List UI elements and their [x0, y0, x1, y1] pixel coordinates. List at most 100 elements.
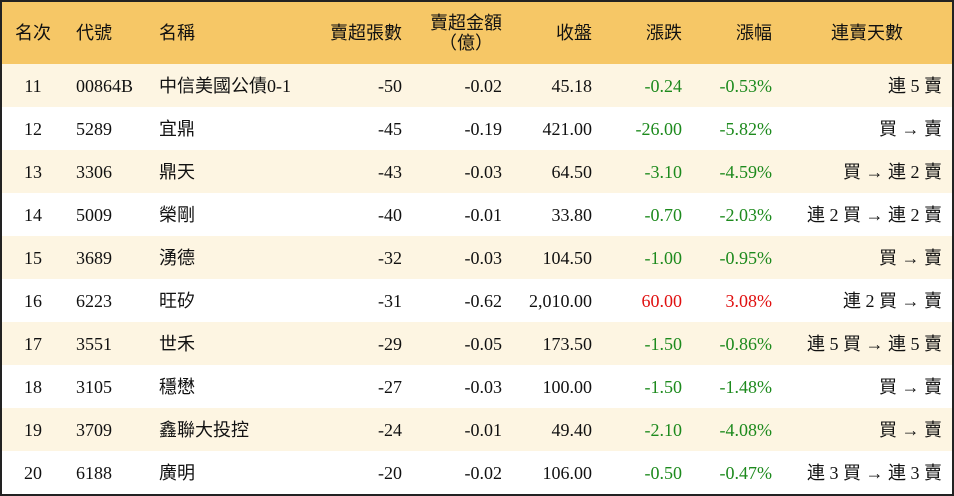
table-cell: 3551: [76, 333, 112, 354]
table-cell: -0.19: [464, 118, 503, 139]
table-row: 16 6223 旺矽 -31 -0.62 2,010.00 60.00 3.08% 連 2 買 …: [2, 279, 952, 322]
table-cell: 106.00: [542, 462, 593, 483]
table-cell: 宜鼎: [159, 118, 195, 139]
table-cell: -40: [378, 204, 402, 225]
table-cell: 00864B: [76, 75, 134, 96]
table-cell: 100.00: [542, 376, 593, 397]
table-cell: -1.48%: [719, 376, 773, 397]
table-cell: 104.50: [542, 247, 593, 268]
table-cell: -1.50: [644, 333, 683, 354]
header-row: 名次 代號 名稱 賣超張數 賣超金額 （億） 收盤 漲跌 漲幅 連賣天數: [2, 2, 952, 64]
table-cell: 19: [24, 419, 42, 440]
table-cell: 3709: [76, 419, 112, 440]
table-cell: -27: [378, 376, 402, 397]
table-cell: 3306: [76, 161, 112, 182]
table-cell: 33.80: [551, 204, 593, 225]
table-cell: -0.50: [644, 462, 683, 483]
table-cell: 買 → 賣: [879, 118, 942, 139]
header-cell: 漲跌: [646, 23, 682, 43]
table-row: 20 6188 廣明 -20 -0.02 106.00 -0.50 -0.47% 連 3 買 →…: [2, 451, 952, 494]
table-cell: 45.18: [551, 75, 593, 96]
table-cell: 5009: [76, 204, 112, 225]
table-cell: 連 5 賣: [888, 75, 942, 96]
table-cell: -32: [378, 247, 402, 268]
header-cell: 賣超金額 （億）: [430, 13, 502, 53]
table-cell: -0.03: [464, 376, 503, 397]
table-cell: 11: [24, 75, 42, 96]
table-cell: -1.00: [644, 247, 683, 268]
table-cell: -0.70: [644, 204, 683, 225]
table-row: 12 5289 宜鼎 -45 -0.19 421.00 -26.00 -5.82% 買 → 賣: [2, 107, 952, 150]
table-cell: -1.50: [644, 376, 683, 397]
table-cell: 6223: [76, 290, 112, 311]
table-cell: -0.01: [464, 204, 503, 225]
table-cell: -0.47%: [719, 462, 773, 483]
table-row: 11 00864B 中信美國公債0-1 -50 -0.02 45.18 -0.24 -0.53…: [2, 64, 952, 107]
table-cell: 14: [24, 204, 42, 225]
table-cell: -2.03%: [719, 204, 773, 225]
table-cell: 買 → 賣: [879, 247, 942, 268]
table-cell: 世禾: [159, 333, 195, 354]
table-cell: -0.03: [464, 247, 503, 268]
table-cell: 穩懋: [159, 376, 195, 397]
table-row: 19 3709 鑫聯大投控 -24 -0.01 49.40 -2.10 -4.08% 買 → 賣: [2, 408, 952, 451]
table-cell: 連 5 買 → 連 5 賣: [807, 333, 942, 354]
table-cell: 買 → 賣: [879, 419, 942, 440]
table-cell: 3.08%: [725, 290, 773, 311]
header-cell: 代號: [76, 23, 112, 43]
table-row: 15 3689 湧德 -32 -0.03 104.50 -1.00 -0.95% 買 → 賣: [2, 236, 952, 279]
table-cell: -31: [378, 290, 402, 311]
table-cell: 17: [24, 333, 42, 354]
table-cell: -50: [378, 75, 402, 96]
table-cell: -0.02: [464, 462, 503, 483]
table-cell: 榮剛: [159, 204, 195, 225]
table-cell: 旺矽: [159, 290, 195, 311]
table-cell: -24: [378, 419, 402, 440]
table-row: 14 5009 榮剛 -40 -0.01 33.80 -0.70 -2.03% 連 2 買 → …: [2, 193, 952, 236]
header-cell: 賣超張數: [330, 23, 402, 43]
table-cell: -4.59%: [719, 161, 773, 182]
table-row: 13 3306 鼎天 -43 -0.03 64.50 -3.10 -4.59% 買 → 連 2 …: [2, 150, 952, 193]
table-cell: -0.05: [464, 333, 503, 354]
table-cell: 64.50: [551, 161, 593, 182]
header-cell: 連賣天數: [831, 23, 903, 43]
table-cell: -0.53%: [719, 75, 773, 96]
table-cell: -0.62: [464, 290, 503, 311]
table-cell: 2,010.00: [529, 290, 592, 311]
table-cell: -0.02: [464, 75, 503, 96]
header-cell: 名稱: [159, 23, 195, 43]
table-cell: -0.86%: [719, 333, 773, 354]
header-cell: 收盤: [556, 23, 592, 43]
table-cell: 60.00: [641, 290, 683, 311]
table-cell: -43: [378, 161, 402, 182]
table-cell: 5289: [76, 118, 112, 139]
table-cell: 15: [24, 247, 42, 268]
table-cell: 49.40: [551, 419, 593, 440]
table-cell: -5.82%: [719, 118, 773, 139]
table-row: 17 3551 世禾 -29 -0.05 173.50 -1.50 -0.86% 連 5 買 →…: [2, 322, 952, 365]
table-cell: 12: [24, 118, 42, 139]
table-cell: -0.03: [464, 161, 503, 182]
table-cell: -0.24: [644, 75, 683, 96]
header-cell: 漲幅: [736, 23, 772, 43]
table-cell: 20: [24, 462, 42, 483]
table-cell: -45: [378, 118, 402, 139]
table-row: 18 3105 穩懋 -27 -0.03 100.00 -1.50 -1.48% 買 → 賣: [2, 365, 952, 408]
table-cell: -0.01: [464, 419, 503, 440]
table-cell: 鑫聯大投控: [159, 419, 249, 440]
table-cell: -0.95%: [719, 247, 773, 268]
table-cell: -3.10: [644, 161, 683, 182]
table-cell: -2.10: [644, 419, 683, 440]
table-cell: 連 3 買 → 連 3 賣: [807, 462, 942, 483]
table-cell: 廣明: [159, 462, 195, 483]
table-cell: 13: [24, 161, 42, 182]
table-cell: 3105: [76, 376, 112, 397]
table-cell: -26.00: [635, 118, 683, 139]
table-cell: -20: [378, 462, 402, 483]
table-cell: 湧德: [159, 247, 195, 268]
table-cell: 買 → 賣: [879, 376, 942, 397]
table-cell: 連 2 買 → 賣: [843, 290, 942, 311]
table-cell: 173.50: [542, 333, 593, 354]
table-cell: 6188: [76, 462, 112, 483]
